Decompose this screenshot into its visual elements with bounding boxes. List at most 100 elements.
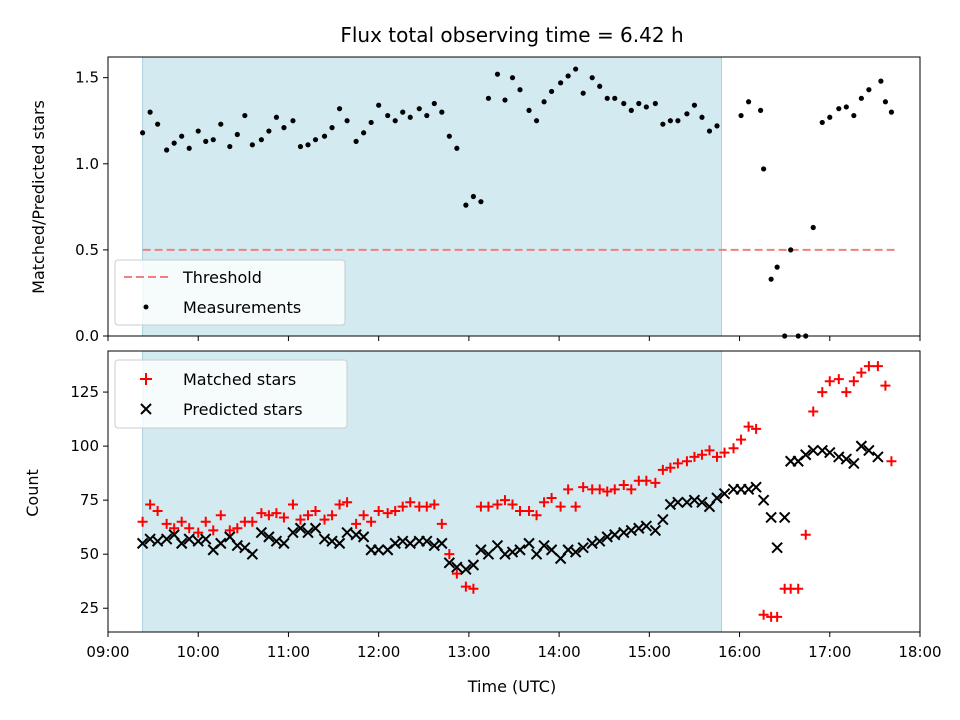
measurement-point — [290, 118, 296, 124]
matched-star-point — [184, 523, 195, 534]
measurement-point — [305, 142, 311, 148]
measurement-point — [866, 87, 872, 93]
predicted-star-point — [302, 526, 314, 539]
matched-star-point — [145, 499, 156, 510]
predicted-star-point — [855, 440, 868, 452]
measurement-point — [882, 99, 889, 105]
top-y-axis-label: Matched/Predicted stars — [29, 100, 48, 294]
matched-star-point — [327, 510, 338, 521]
matched-star-point — [758, 609, 769, 620]
measurement-point — [782, 333, 788, 339]
predicted-star-point — [482, 548, 495, 560]
predicted-star-point — [816, 444, 828, 457]
legend-matched-marker — [140, 373, 152, 385]
measurement-point — [392, 118, 398, 124]
measurement-point — [266, 128, 272, 134]
legend-matched-label: Matched stars — [183, 370, 296, 389]
predicted-star-point — [136, 537, 149, 550]
x-tick-label: 15:00 — [628, 643, 671, 661]
measurement-point — [485, 95, 492, 101]
measurement-point — [851, 112, 857, 119]
matched-star-point — [650, 477, 661, 488]
measurement-point — [517, 87, 523, 93]
measurement-point — [788, 247, 794, 253]
bottom-y-tick-label: 75 — [80, 491, 99, 509]
matched-star-point — [436, 518, 447, 529]
measurement-point — [155, 121, 161, 127]
matched-star-point — [808, 406, 819, 417]
predicted-star-point — [443, 557, 456, 569]
matched-star-point — [880, 380, 891, 391]
measurement-point — [699, 114, 705, 120]
predicted-star-point — [711, 492, 723, 504]
measurement-point — [819, 119, 825, 126]
top-y-tick-label: 0.5 — [75, 241, 99, 259]
matched-star-point — [609, 484, 620, 495]
measurement-point — [281, 125, 287, 131]
matched-star-point — [657, 464, 668, 475]
predicted-star-point — [872, 451, 884, 463]
matched-star-point — [302, 510, 313, 521]
predicted-star-point — [421, 535, 433, 547]
measurement-point — [597, 83, 603, 89]
chart-title: Flux total observing time = 6.42 h — [340, 23, 683, 47]
predicted-star-point — [718, 487, 731, 500]
measurement-point — [888, 109, 895, 115]
predicted-star-point — [649, 524, 662, 537]
measurement-point — [541, 99, 547, 105]
predicted-star-point — [848, 457, 860, 470]
predicted-star-point — [246, 548, 259, 560]
x-tick-label: 13:00 — [447, 643, 490, 661]
matched-star-point — [405, 497, 416, 508]
bottom-y-tick-label: 100 — [70, 437, 99, 455]
measurement-point — [502, 97, 508, 103]
predicted-star-point — [460, 563, 472, 576]
measurement-point — [589, 75, 595, 81]
measurement-point — [321, 133, 328, 139]
measurement-point — [195, 128, 201, 134]
matched-star-point — [397, 501, 408, 512]
predicted-star-point — [757, 494, 770, 506]
predicted-star-point — [255, 526, 268, 539]
measurement-point — [179, 133, 185, 139]
matched-star-point — [444, 549, 455, 560]
matched-star-point — [886, 456, 897, 467]
matched-star-point — [137, 516, 148, 527]
x-tick-label: 11:00 — [267, 643, 310, 661]
predicted-star-point — [657, 513, 669, 526]
matched-star-point — [499, 495, 510, 506]
bottom-legend: Matched stars Predicted stars — [114, 359, 348, 429]
measurement-point — [242, 112, 248, 119]
matched-star-point — [728, 443, 739, 454]
measurement-point — [210, 137, 216, 143]
predicted-star-point — [523, 537, 535, 550]
predicted-star-point — [151, 535, 164, 547]
predicted-star-point — [160, 533, 173, 545]
measurement-point — [810, 224, 816, 231]
matched-star-point — [421, 501, 432, 512]
predicted-star-point — [824, 446, 836, 459]
matched-star-point — [618, 480, 629, 491]
measurement-point — [774, 264, 780, 270]
matched-star-point — [863, 361, 874, 372]
measurement-point — [454, 145, 460, 151]
measurement-point — [621, 100, 627, 107]
measurement-point — [463, 202, 469, 208]
matched-star-point — [152, 505, 163, 516]
bottom-legend-frame — [114, 359, 348, 429]
predicted-star-point — [357, 531, 370, 543]
predicted-star-point — [765, 511, 777, 524]
matched-star-point — [689, 451, 700, 462]
matched-star-point — [531, 510, 542, 521]
x-tick-label: 10:00 — [177, 643, 220, 661]
predicted-star-point — [771, 541, 783, 554]
matched-star-point — [515, 505, 526, 516]
predicted-star-point — [287, 526, 299, 539]
predicted-star-point — [640, 520, 653, 532]
matched-star-point — [342, 497, 353, 508]
matched-star-point — [215, 510, 226, 521]
matched-star-point — [704, 445, 715, 456]
top-legend: Threshold Measurements — [114, 259, 346, 326]
legend-threshold-label: Threshold — [182, 268, 262, 287]
predicted-star-point — [742, 483, 755, 496]
